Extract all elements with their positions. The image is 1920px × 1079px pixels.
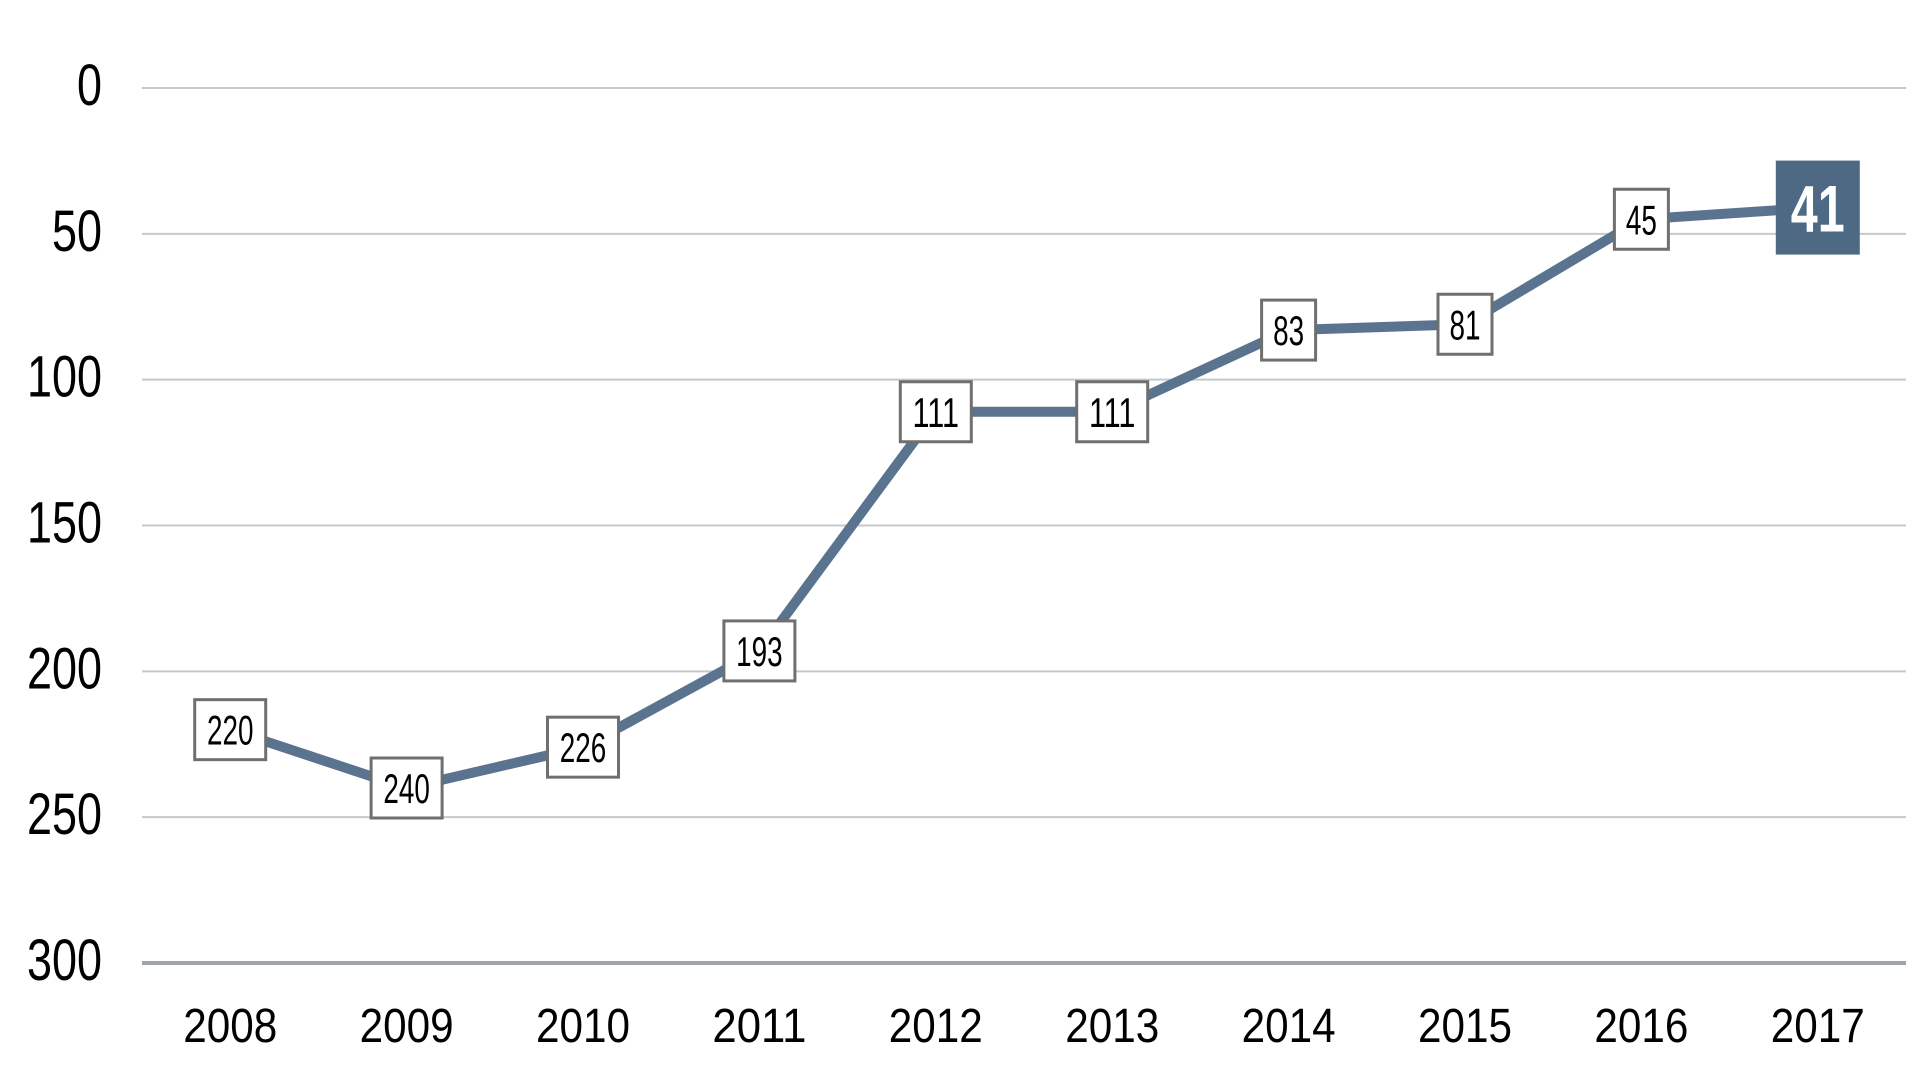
data-label-text: 193 (736, 628, 783, 675)
data-label-box (1436, 292, 1494, 356)
data-label-box (722, 619, 797, 683)
x-axis-tick-label: 2010 (536, 1000, 630, 1053)
x-axis-tick-label: 2012 (889, 1000, 983, 1053)
x-axis-tick-label: 2011 (712, 1000, 806, 1053)
data-label-box (193, 698, 268, 762)
y-axis-tick-label: 100 (27, 345, 102, 410)
data-label-text: 81 (1450, 301, 1481, 348)
data-label-text: 240 (383, 765, 430, 812)
data-label-box (1075, 380, 1150, 444)
data-label-text: 220 (207, 707, 254, 754)
highlighted-data-label-text: 41 (1791, 172, 1845, 246)
y-axis-tick-label: 150 (27, 491, 102, 556)
x-axis-tick-label: 2008 (183, 1000, 277, 1053)
data-label-box (369, 756, 444, 820)
data-label-text: 45 (1626, 196, 1657, 243)
x-axis-tick-label: 2009 (360, 1000, 454, 1053)
data-label-text: 111 (1089, 389, 1136, 436)
x-axis-tick-label: 2016 (1594, 1000, 1688, 1053)
data-label-text: 111 (913, 389, 960, 436)
y-axis-tick-label: 300 (27, 928, 102, 993)
data-label-text: 83 (1273, 307, 1304, 354)
data-label-box (1612, 187, 1670, 251)
highlighted-data-label-box (1775, 160, 1860, 255)
data-label-box (546, 715, 620, 779)
y-axis-tick-label: 250 (27, 782, 102, 847)
x-axis-tick-label: 2013 (1065, 1000, 1159, 1053)
series-line (225, 202, 1823, 793)
data-label-box (1260, 298, 1318, 362)
data-label-text: 226 (560, 724, 607, 771)
y-axis-tick-label: 50 (52, 199, 102, 264)
y-axis-tick-label: 0 (77, 53, 102, 118)
x-axis-tick-label: 2017 (1771, 1000, 1865, 1053)
x-axis-tick-label: 2014 (1242, 1000, 1336, 1053)
x-axis-tick-label: 2015 (1418, 1000, 1512, 1053)
data-label-box (898, 380, 973, 444)
y-axis-tick-label: 200 (27, 636, 102, 701)
